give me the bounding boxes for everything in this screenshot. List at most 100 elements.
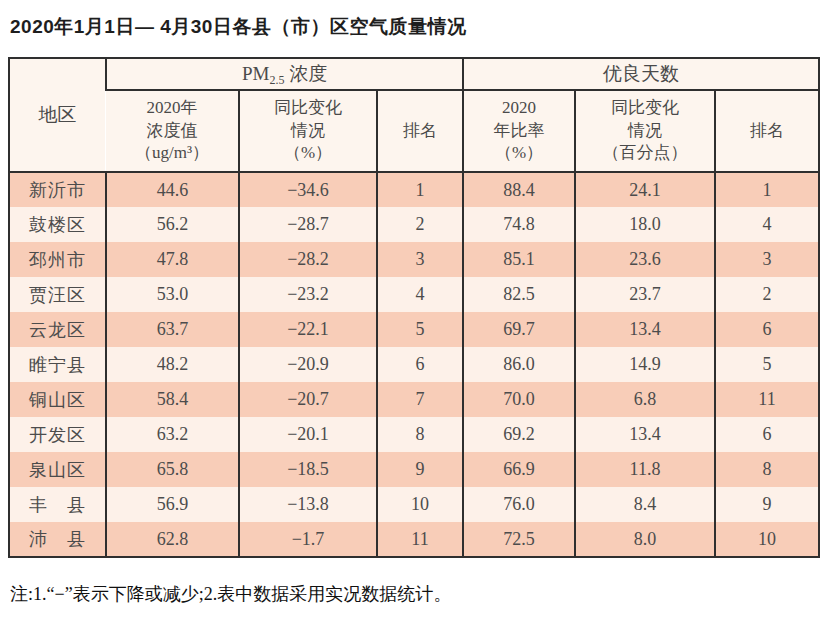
cell-pm-change: −20.1 (239, 417, 377, 452)
header-pm-value: 2020年 浓度值 （ug/m³） (106, 90, 239, 172)
table-row: 泉山区 65.8 −18.5 9 66.9 11.8 8 (9, 452, 819, 487)
table-row: 开发区 63.2 −20.1 8 69.2 13.4 6 (9, 417, 819, 452)
cell-region: 泉山区 (9, 452, 106, 487)
cell-good-rate: 72.5 (463, 522, 575, 557)
cell-region: 鼓楼区 (9, 207, 106, 242)
cell-pm-value: 63.2 (106, 417, 239, 452)
cell-good-rate: 76.0 (463, 487, 575, 522)
cell-good-change: 13.4 (575, 417, 715, 452)
cell-pm-change: −18.5 (239, 452, 377, 487)
cell-pm-value: 47.8 (106, 242, 239, 277)
footnote: 注:1.“−”表示下降或减少;2.表中数据采用实况数据统计。 (10, 582, 817, 606)
pm-label-suffix: 浓度 (284, 63, 327, 84)
cell-region: 云龙区 (9, 312, 106, 347)
cell-pm-value: 58.4 (106, 382, 239, 417)
cell-good-rank: 4 (715, 207, 819, 242)
cell-pm-value: 56.2 (106, 207, 239, 242)
cell-region: 新沂市 (9, 172, 106, 207)
cell-pm-change: −20.9 (239, 347, 377, 382)
cell-good-change: 13.4 (575, 312, 715, 347)
cell-pm-rank: 11 (377, 522, 463, 557)
cell-good-rate: 69.7 (463, 312, 575, 347)
cell-good-rate: 82.5 (463, 277, 575, 312)
cell-pm-change: −13.8 (239, 487, 377, 522)
cell-pm-value: 63.7 (106, 312, 239, 347)
table-row: 鼓楼区 56.2 −28.7 2 74.8 18.0 4 (9, 207, 819, 242)
pm-subscript: 2.5 (269, 73, 284, 87)
cell-pm-change: −28.7 (239, 207, 377, 242)
cell-pm-rank: 8 (377, 417, 463, 452)
cell-pm-change: −20.7 (239, 382, 377, 417)
air-quality-table: 地区 PM2.5 浓度 优良天数 2020年 浓度值 （ug/m³） 同比变化 … (8, 57, 820, 558)
cell-pm-rank: 1 (377, 172, 463, 207)
cell-pm-rank: 4 (377, 277, 463, 312)
table-row: 邳州市 47.8 −28.2 3 85.1 23.6 3 (9, 242, 819, 277)
cell-good-rate: 85.1 (463, 242, 575, 277)
cell-good-rank: 1 (715, 172, 819, 207)
header-group-pm25: PM2.5 浓度 (106, 58, 463, 90)
table-row: 丰 县 56.9 −13.8 10 76.0 8.4 9 (9, 487, 819, 522)
header-pm-change: 同比变化 情况 （%） (239, 90, 377, 172)
table-row: 铜山区 58.4 −20.7 7 70.0 6.8 11 (9, 382, 819, 417)
header-sub-row: 2020年 浓度值 （ug/m³） 同比变化 情况 （%） 排名 2020 年比… (9, 90, 819, 172)
cell-pm-value: 65.8 (106, 452, 239, 487)
cell-region: 沛 县 (9, 522, 106, 557)
page: 2020年1月1日— 4月30日各县（市）区空气质量情况 地区 PM2.5 浓度… (0, 0, 825, 606)
cell-good-change: 11.8 (575, 452, 715, 487)
cell-good-rate: 70.0 (463, 382, 575, 417)
cell-pm-change: −34.6 (239, 172, 377, 207)
cell-good-change: 8.4 (575, 487, 715, 522)
cell-good-rate: 88.4 (463, 172, 575, 207)
cell-good-change: 8.0 (575, 522, 715, 557)
cell-pm-rank: 3 (377, 242, 463, 277)
cell-pm-value: 48.2 (106, 347, 239, 382)
cell-good-change: 14.9 (575, 347, 715, 382)
cell-good-change: 24.1 (575, 172, 715, 207)
cell-pm-rank: 7 (377, 382, 463, 417)
cell-pm-rank: 6 (377, 347, 463, 382)
pm-label: PM (242, 63, 269, 84)
cell-good-rank: 2 (715, 277, 819, 312)
header-group-good-days: 优良天数 (463, 58, 819, 90)
header-region: 地区 (9, 58, 106, 172)
cell-good-rank: 11 (715, 382, 819, 417)
cell-good-rate: 74.8 (463, 207, 575, 242)
table-body: 新沂市 44.6 −34.6 1 88.4 24.1 1 鼓楼区 56.2 −2… (9, 172, 819, 557)
cell-pm-change: −22.1 (239, 312, 377, 347)
cell-good-change: 23.6 (575, 242, 715, 277)
header-good-rank: 排名 (715, 90, 819, 172)
header-group-row: 地区 PM2.5 浓度 优良天数 (9, 58, 819, 90)
table-row: 云龙区 63.7 −22.1 5 69.7 13.4 6 (9, 312, 819, 347)
header-good-rate: 2020 年比率 （%） (463, 90, 575, 172)
cell-good-rate: 86.0 (463, 347, 575, 382)
cell-pm-value: 53.0 (106, 277, 239, 312)
header-good-change: 同比变化 情况 （百分点） (575, 90, 715, 172)
cell-good-rank: 5 (715, 347, 819, 382)
table-header: 地区 PM2.5 浓度 优良天数 2020年 浓度值 （ug/m³） 同比变化 … (9, 58, 819, 172)
cell-good-rank: 9 (715, 487, 819, 522)
table-row: 沛 县 62.8 −1.7 11 72.5 8.0 10 (9, 522, 819, 557)
cell-pm-change: −23.2 (239, 277, 377, 312)
cell-pm-value: 44.6 (106, 172, 239, 207)
table-row: 睢宁县 48.2 −20.9 6 86.0 14.9 5 (9, 347, 819, 382)
cell-pm-rank: 9 (377, 452, 463, 487)
cell-region: 开发区 (9, 417, 106, 452)
cell-good-rank: 3 (715, 242, 819, 277)
cell-good-rank: 8 (715, 452, 819, 487)
cell-good-rank: 6 (715, 417, 819, 452)
cell-good-rank: 10 (715, 522, 819, 557)
cell-region: 铜山区 (9, 382, 106, 417)
cell-pm-value: 62.8 (106, 522, 239, 557)
cell-region: 贾汪区 (9, 277, 106, 312)
cell-good-change: 6.8 (575, 382, 715, 417)
cell-pm-rank: 10 (377, 487, 463, 522)
cell-pm-change: −1.7 (239, 522, 377, 557)
table-row: 新沂市 44.6 −34.6 1 88.4 24.1 1 (9, 172, 819, 207)
page-title: 2020年1月1日— 4月30日各县（市）区空气质量情况 (10, 14, 817, 40)
cell-pm-value: 56.9 (106, 487, 239, 522)
cell-good-rank: 6 (715, 312, 819, 347)
cell-good-change: 23.7 (575, 277, 715, 312)
cell-good-rate: 66.9 (463, 452, 575, 487)
cell-good-change: 18.0 (575, 207, 715, 242)
cell-region: 睢宁县 (9, 347, 106, 382)
